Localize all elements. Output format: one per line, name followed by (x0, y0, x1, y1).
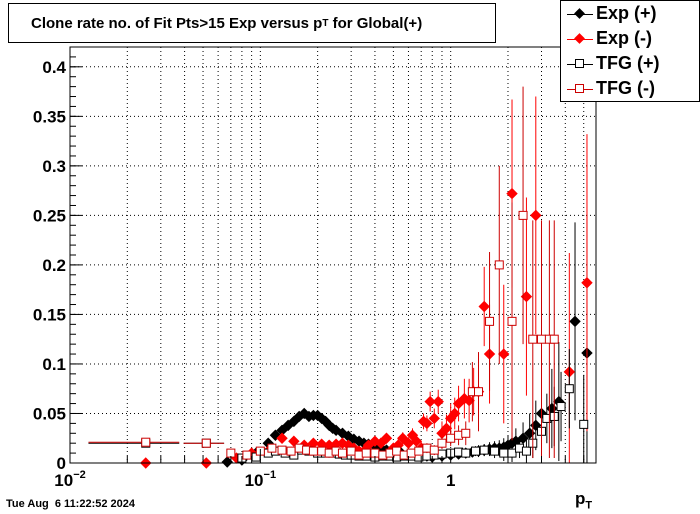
data-point (507, 448, 517, 458)
legend-label: Exp (+) (596, 3, 657, 23)
data-point (429, 445, 439, 455)
data-point (581, 277, 593, 289)
data-point (499, 448, 509, 458)
data-point (564, 384, 574, 394)
data-point (498, 348, 510, 360)
data-point (479, 445, 489, 455)
data-point (440, 422, 453, 435)
legend-entry: TFG (-) (561, 77, 700, 101)
data-point (361, 448, 371, 458)
data-point (517, 432, 529, 444)
y-tick-label: 0.15 (33, 305, 66, 324)
diamond-marker-icon (574, 8, 585, 19)
square-marker-icon (575, 84, 584, 93)
y-tick-label: 0 (57, 454, 66, 473)
data-point (490, 446, 500, 456)
x-axis-label-sub: T (585, 499, 593, 512)
data-point (449, 407, 461, 420)
data-point (370, 448, 380, 458)
legend-entry: Exp (-) (561, 27, 700, 51)
data-point (317, 446, 327, 456)
data-point (569, 315, 581, 328)
data-point (485, 316, 495, 326)
x-tick-label: 1 (446, 471, 455, 490)
legend-entry: Exp (+) (561, 2, 700, 26)
data-point (461, 448, 471, 458)
series-layer (88, 86, 593, 469)
x-tick-label: 10−1 (245, 469, 276, 490)
data-point (277, 445, 287, 455)
data-point (507, 316, 517, 326)
legend: Exp (+) Exp (-) TFG (+) TFG (-) (560, 0, 700, 102)
y-tick-label: 0.1 (42, 355, 66, 374)
data-point (437, 438, 447, 448)
title-tail: for Global(+) (328, 14, 423, 32)
data-point (528, 334, 538, 344)
y-tick-label: 0.4 (42, 58, 66, 77)
data-point (518, 210, 528, 220)
data-point (276, 432, 288, 444)
data-point (422, 451, 432, 461)
data-point (549, 334, 559, 344)
data-point (286, 446, 296, 456)
data-point (421, 417, 433, 430)
legend-label: TFG (-) (596, 78, 655, 98)
data-point (226, 448, 236, 458)
data-point (392, 446, 402, 456)
data-point (461, 428, 471, 438)
data-point (294, 443, 304, 453)
plot-frame (69, 46, 597, 464)
title-main: Clone rate no. of Fit Pts>15 Exp versus … (31, 14, 323, 32)
data-point (530, 209, 542, 222)
data-point (380, 432, 393, 444)
data-point (474, 387, 484, 397)
y-tick-label: 0.3 (42, 157, 66, 176)
grid-lines (70, 47, 596, 463)
data-point (337, 448, 347, 458)
data-point (432, 395, 444, 408)
data-point (242, 450, 252, 460)
axes: 0 0.05 0.1 0.15 0.2 0.25 0.3 0.35 0.4 10−2 10−1 1 (33, 56, 585, 490)
data-point (308, 446, 318, 456)
data-point (579, 419, 589, 429)
y-tick-label: 0.25 (33, 206, 66, 225)
data-point (494, 260, 504, 270)
data-point (406, 448, 416, 458)
y-tick-label: 0.35 (33, 107, 66, 126)
data-point (410, 435, 423, 447)
x-axis-label: pT (575, 489, 592, 511)
data-point (141, 437, 151, 447)
y-tick-label: 0.2 (42, 256, 66, 275)
timestamp: Tue Aug 6 11:22:52 2024 (6, 498, 136, 510)
data-point (201, 438, 211, 448)
series-exp (140, 96, 593, 469)
chart-title: Clone rate no. of Fit Pts>15 Exp versus … (8, 3, 496, 43)
data-point (470, 446, 480, 456)
x-axis-label-main: p (575, 489, 586, 508)
data-point (478, 300, 490, 313)
data-point (446, 433, 456, 443)
square-marker-icon (575, 59, 584, 68)
title-sub: T (322, 17, 329, 29)
data-point (414, 446, 424, 456)
data-point (506, 187, 518, 200)
diamond-marker-icon (574, 33, 585, 44)
data-point (537, 334, 547, 344)
data-point (346, 446, 356, 456)
y-tick-label: 0.05 (33, 404, 66, 423)
data-point (452, 397, 465, 410)
data-point (556, 402, 566, 412)
data-point (422, 443, 432, 453)
data-point (521, 446, 531, 456)
legend-entry: TFG (+) (561, 52, 700, 76)
series-tfg (88, 86, 559, 460)
data-point (424, 395, 436, 408)
x-tick-label: 10−2 (54, 469, 85, 490)
legend-label: TFG (+) (596, 53, 660, 73)
data-point (428, 412, 440, 425)
data-point (267, 443, 277, 453)
legend-label: Exp (-) (596, 28, 652, 48)
